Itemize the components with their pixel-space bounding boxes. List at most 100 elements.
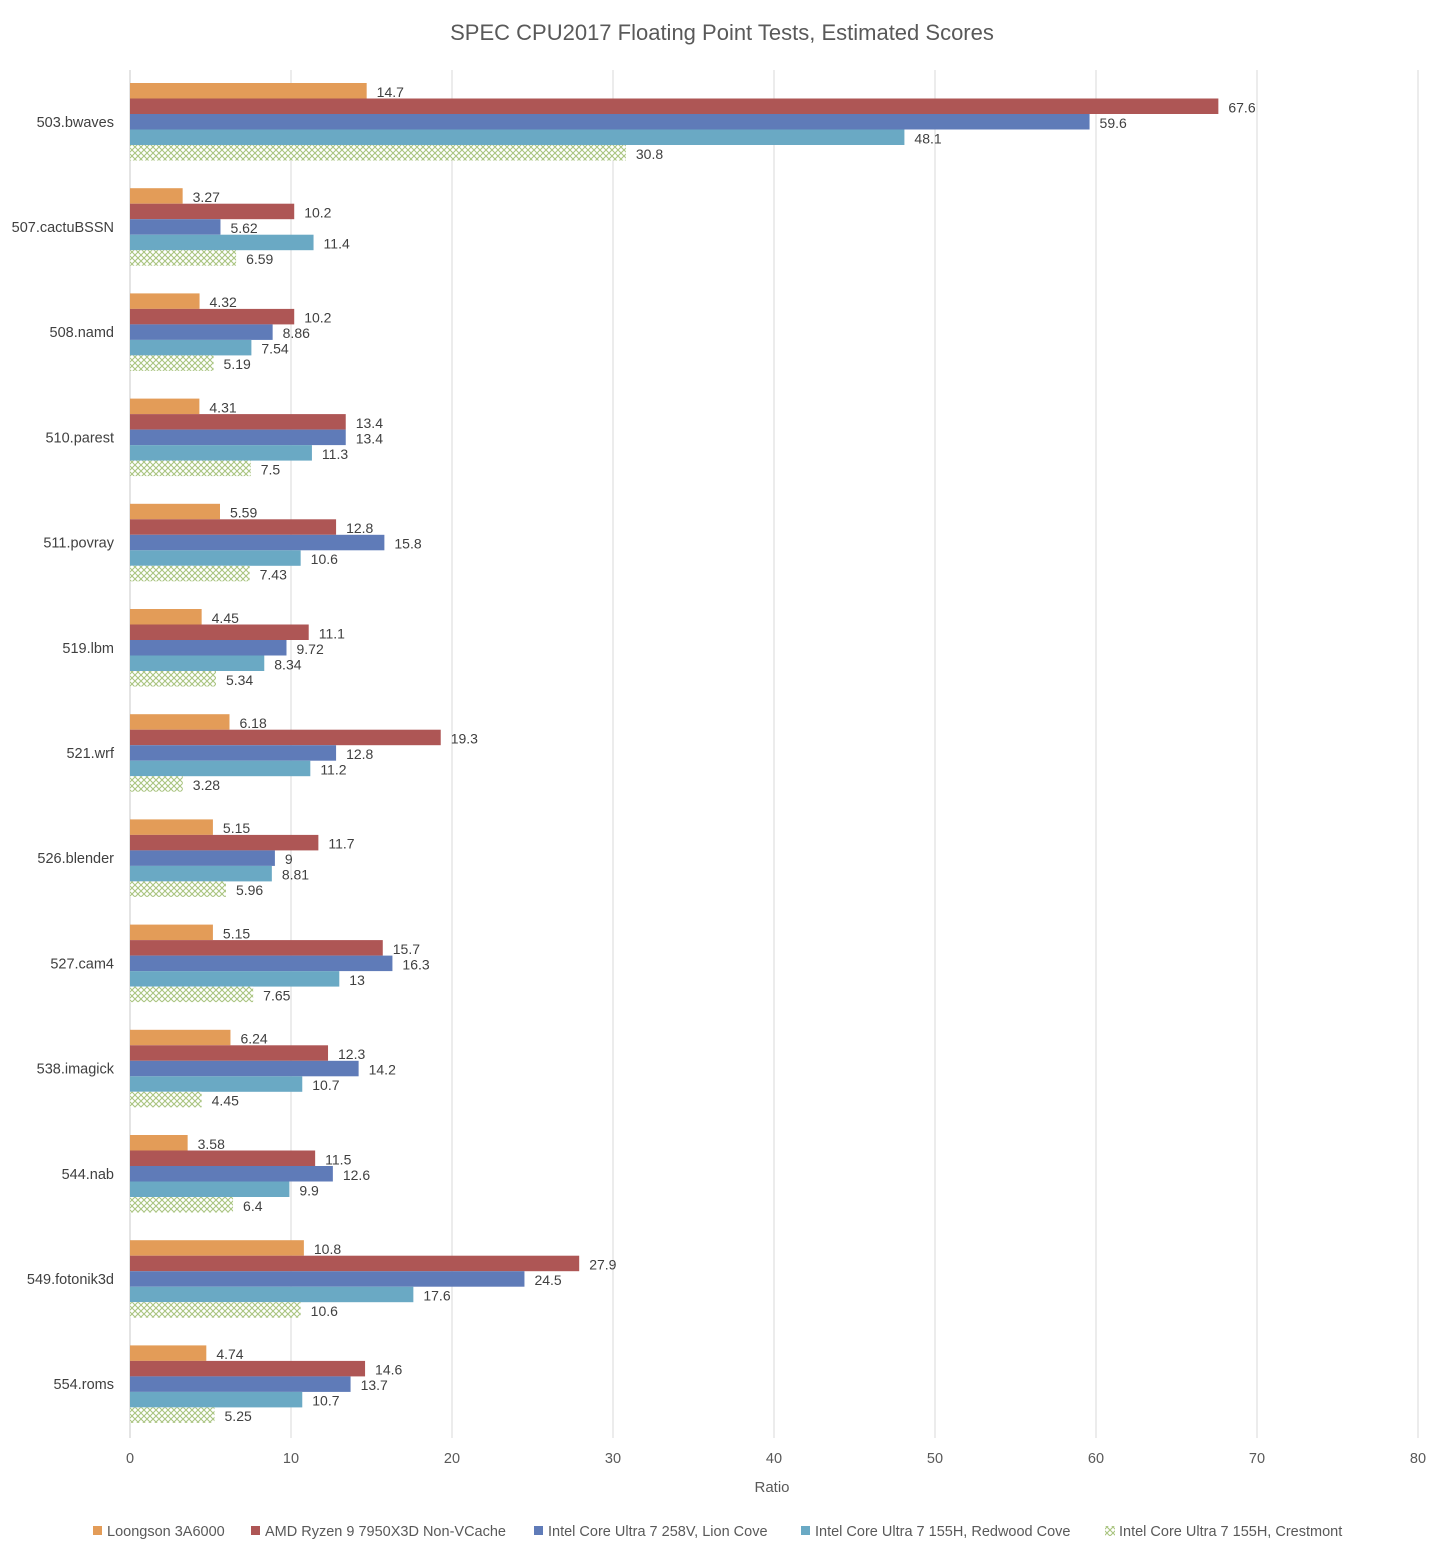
bar: [130, 83, 367, 99]
x-axis-title: Ratio: [754, 1479, 789, 1496]
data-labels: 14.7 67.6 59.6 48.1 30.8 3.27 10.2 5.62 11.4 6.59…: [193, 84, 1256, 1424]
data-label: 7.43: [260, 567, 287, 583]
bar: [130, 1091, 202, 1108]
x-tick-label: 40: [766, 1451, 782, 1467]
category-label: 544.nab: [62, 1167, 114, 1183]
data-label: 7.5: [261, 461, 281, 477]
data-label: 11.7: [328, 836, 354, 852]
bar: [130, 986, 254, 1003]
data-label: 19.3: [451, 730, 478, 746]
data-label: 8.34: [274, 656, 301, 672]
legend-swatch: [1105, 1526, 1115, 1536]
legend-label: AMD Ryzen 9 7950X3D Non-VCache: [265, 1524, 506, 1540]
data-label: 17.6: [423, 1287, 450, 1303]
x-tick-label: 10: [283, 1451, 299, 1467]
data-label: 48.1: [914, 130, 941, 146]
bar: [130, 339, 252, 356]
data-label: 13: [349, 972, 365, 988]
bars: [130, 83, 1219, 1423]
bar: [130, 114, 1090, 130]
category-label: 503.bwaves: [37, 115, 114, 131]
bar: [130, 865, 272, 882]
data-label: 12.8: [346, 746, 373, 762]
bar: [130, 1391, 303, 1408]
data-label: 8.81: [282, 867, 309, 883]
data-label: 13.4: [356, 430, 383, 446]
bar: [130, 1255, 580, 1272]
bar: [130, 503, 220, 520]
data-label: 5.34: [226, 672, 253, 688]
data-label: 3.27: [193, 189, 220, 205]
category-label: 549.fotonik3d: [27, 1272, 114, 1288]
data-label: 4.45: [212, 1093, 239, 1109]
bar: [130, 145, 626, 161]
data-label: 13.4: [356, 415, 383, 431]
x-tick-label: 80: [1410, 1451, 1426, 1467]
data-label: 7.54: [261, 341, 288, 357]
legend-label: Loongson 3A6000: [107, 1524, 225, 1540]
bar: [130, 98, 1219, 114]
data-label: 14.6: [375, 1362, 402, 1378]
data-label: 10.8: [314, 1241, 341, 1257]
bar: [130, 1286, 414, 1303]
bar: [130, 1150, 316, 1166]
data-label: 8.86: [283, 325, 310, 341]
data-label: 11.1: [319, 625, 345, 641]
bar: [130, 1240, 304, 1256]
data-label: 24.5: [534, 1272, 561, 1288]
category-label: 527.cam4: [50, 956, 114, 972]
bar: [130, 729, 441, 746]
data-label: 6.18: [239, 715, 266, 731]
data-label: 12.6: [343, 1167, 370, 1183]
category-label: 538.imagick: [37, 1062, 115, 1078]
bar: [130, 955, 393, 972]
bar: [130, 924, 213, 941]
category-label: 511.povray: [43, 536, 114, 552]
data-label: 5.15: [223, 820, 250, 836]
data-label: 4.74: [216, 1346, 243, 1362]
data-label: 10.6: [311, 551, 338, 567]
bar: [130, 129, 905, 145]
bar: [130, 760, 311, 777]
data-label: 11.2: [320, 761, 346, 777]
bar: [130, 1345, 207, 1361]
data-label: 6.59: [246, 251, 273, 267]
data-label: 5.15: [223, 925, 250, 941]
bar: [130, 655, 265, 671]
legend-swatch: [534, 1526, 543, 1535]
bar: [130, 671, 216, 687]
bar: [130, 519, 337, 535]
x-tick-label: 20: [444, 1451, 460, 1467]
data-label: 14.7: [377, 84, 404, 100]
legend-swatch: [801, 1526, 810, 1535]
bar: [130, 308, 295, 325]
data-label: 16.3: [402, 956, 429, 972]
category-label: 554.roms: [54, 1377, 114, 1393]
x-tick-labels: 0 10 20 30 40 50 60 70 80: [126, 1451, 1426, 1467]
bar: [130, 1181, 290, 1197]
category-label: 519.lbm: [62, 641, 114, 657]
category-label: 508.namd: [50, 325, 115, 341]
data-label: 12.3: [338, 1046, 365, 1062]
data-label: 15.8: [394, 536, 421, 552]
category-label: 521.wrf: [66, 746, 115, 762]
category-label: 526.blender: [37, 851, 114, 867]
bar: [130, 550, 301, 566]
data-label: 6.24: [240, 1031, 267, 1047]
bar: [130, 429, 346, 446]
x-tick-label: 60: [1088, 1451, 1104, 1467]
bar: [130, 250, 237, 266]
data-label: 14.2: [369, 1062, 396, 1078]
bar: [130, 834, 319, 851]
data-label: 15.7: [393, 941, 420, 957]
bar: [130, 565, 250, 582]
bar: [130, 1060, 359, 1077]
category-label: 510.parest: [45, 430, 114, 446]
legend: Loongson 3A6000 AMD Ryzen 9 7950X3D Non-V…: [93, 1524, 1342, 1540]
bar: [130, 219, 221, 235]
category-label: 507.cactuBSSN: [12, 220, 114, 236]
x-tick-label: 50: [927, 1451, 943, 1467]
gridlines: [129, 70, 1419, 1438]
bar: [130, 624, 309, 640]
